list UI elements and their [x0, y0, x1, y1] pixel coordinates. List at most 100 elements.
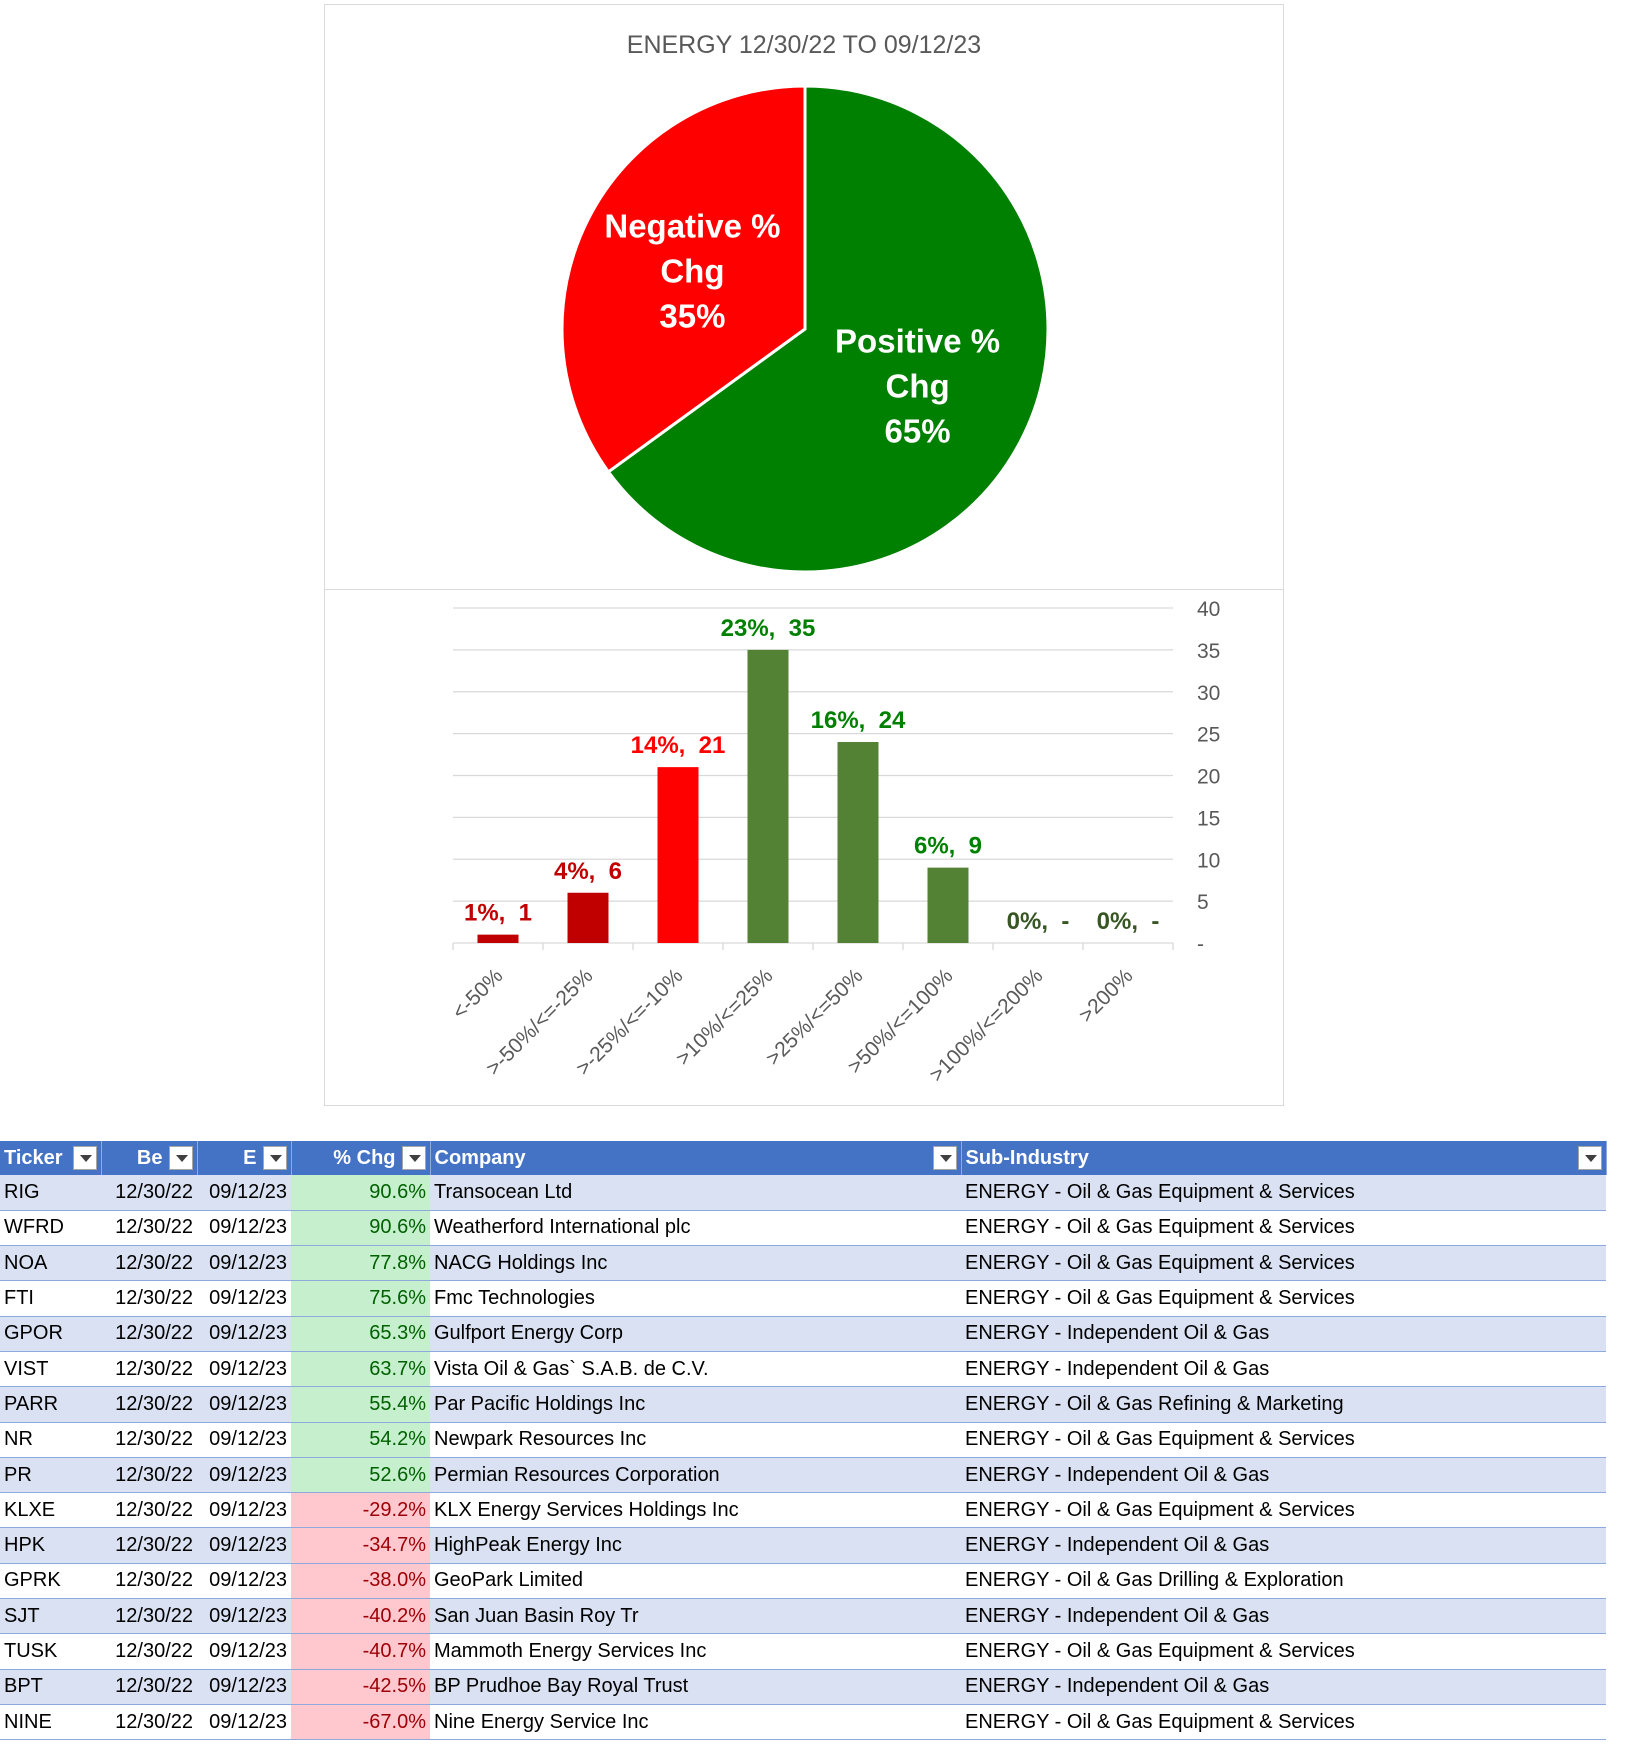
cell-end-date[interactable]: 09/12/23 [197, 1457, 291, 1494]
header-sub-industry[interactable]: Sub-Industry [961, 1141, 1607, 1175]
table-row[interactable]: SJT 12/30/22 09/12/23 -40.2% San Juan Basin … [0, 1598, 1606, 1635]
filter-dropdown-icon[interactable] [1577, 1146, 1602, 1170]
cell-sub-industry[interactable]: ENERGY - Oil & Gas Equipment & Services [961, 1422, 1606, 1458]
cell-end-date[interactable]: 09/12/23 [197, 1280, 291, 1317]
cell-begin-date[interactable]: 12/30/22 [101, 1351, 197, 1388]
cell-company[interactable]: GeoPark Limited [430, 1563, 961, 1600]
table-row[interactable]: BPT 12/30/22 09/12/23 -42.5% BP Prudhoe Bay … [0, 1669, 1606, 1705]
header-pct-chg[interactable]: % Chg [291, 1141, 431, 1175]
cell-pct-chg[interactable]: 54.2% [291, 1422, 430, 1458]
cell-company[interactable]: San Juan Basin Roy Tr [430, 1598, 961, 1635]
cell-sub-industry[interactable]: ENERGY - Oil & Gas Equipment & Services [961, 1633, 1606, 1670]
table-row[interactable]: GPOR 12/30/22 09/12/23 65.3% Gulfport Energy… [0, 1316, 1606, 1352]
filter-dropdown-icon[interactable] [262, 1146, 287, 1170]
header-end[interactable]: E [197, 1141, 292, 1175]
cell-pct-chg[interactable]: 90.6% [291, 1175, 430, 1211]
cell-sub-industry[interactable]: ENERGY - Oil & Gas Equipment & Services [961, 1492, 1606, 1529]
cell-company[interactable]: NACG Holdings Inc [430, 1245, 961, 1282]
cell-end-date[interactable]: 09/12/23 [197, 1527, 291, 1564]
cell-ticker[interactable]: VIST [0, 1351, 101, 1388]
cell-company[interactable]: Newpark Resources Inc [430, 1422, 961, 1458]
cell-end-date[interactable]: 09/12/23 [197, 1316, 291, 1352]
cell-begin-date[interactable]: 12/30/22 [101, 1563, 197, 1600]
cell-pct-chg[interactable]: 77.8% [291, 1245, 430, 1282]
header-begin[interactable]: Be [101, 1141, 198, 1175]
cell-end-date[interactable]: 09/12/23 [197, 1245, 291, 1282]
cell-sub-industry[interactable]: ENERGY - Oil & Gas Equipment & Services [961, 1280, 1606, 1317]
cell-sub-industry[interactable]: ENERGY - Oil & Gas Refining & Marketing [961, 1386, 1606, 1423]
cell-sub-industry[interactable]: ENERGY - Oil & Gas Drilling & Exploratio… [961, 1563, 1606, 1600]
cell-pct-chg[interactable]: 52.6% [291, 1457, 430, 1494]
cell-sub-industry[interactable]: ENERGY - Oil & Gas Equipment & Services [961, 1245, 1606, 1282]
cell-pct-chg[interactable]: 63.7% [291, 1351, 430, 1388]
filter-dropdown-icon[interactable] [168, 1146, 193, 1170]
cell-pct-chg[interactable]: -38.0% [291, 1563, 430, 1600]
header-ticker[interactable]: Ticker [0, 1141, 102, 1175]
cell-company[interactable]: KLX Energy Services Holdings Inc [430, 1492, 961, 1529]
cell-end-date[interactable]: 09/12/23 [197, 1351, 291, 1388]
table-row[interactable]: TUSK 12/30/22 09/12/23 -40.7% Mammoth Energy… [0, 1633, 1606, 1670]
cell-pct-chg[interactable]: -40.7% [291, 1633, 430, 1670]
cell-ticker[interactable]: RIG [0, 1175, 101, 1211]
cell-begin-date[interactable]: 12/30/22 [101, 1669, 197, 1705]
cell-sub-industry[interactable]: ENERGY - Independent Oil & Gas [961, 1527, 1606, 1564]
cell-company[interactable]: Gulfport Energy Corp [430, 1316, 961, 1352]
table-row[interactable]: NINE 12/30/22 09/12/23 -67.0% Nine Energy Se… [0, 1704, 1606, 1741]
cell-company[interactable]: Permian Resources Corporation [430, 1457, 961, 1494]
cell-begin-date[interactable]: 12/30/22 [101, 1704, 197, 1741]
cell-pct-chg[interactable]: -29.2% [291, 1492, 430, 1529]
cell-begin-date[interactable]: 12/30/22 [101, 1598, 197, 1635]
cell-end-date[interactable]: 09/12/23 [197, 1175, 291, 1211]
cell-ticker[interactable]: GPRK [0, 1563, 101, 1600]
header-company[interactable]: Company [430, 1141, 962, 1175]
cell-begin-date[interactable]: 12/30/22 [101, 1175, 197, 1211]
cell-pct-chg[interactable]: -42.5% [291, 1669, 430, 1705]
cell-pct-chg[interactable]: -67.0% [291, 1704, 430, 1741]
cell-company[interactable]: Transocean Ltd [430, 1175, 961, 1211]
cell-sub-industry[interactable]: ENERGY - Independent Oil & Gas [961, 1598, 1606, 1635]
cell-pct-chg[interactable]: -40.2% [291, 1598, 430, 1635]
table-row[interactable]: HPK 12/30/22 09/12/23 -34.7% HighPeak Energy… [0, 1527, 1606, 1564]
cell-begin-date[interactable]: 12/30/22 [101, 1245, 197, 1282]
table-row[interactable]: NOA 12/30/22 09/12/23 77.8% NACG Holdings In… [0, 1245, 1606, 1282]
cell-company[interactable]: Mammoth Energy Services Inc [430, 1633, 961, 1670]
cell-sub-industry[interactable]: ENERGY - Independent Oil & Gas [961, 1669, 1606, 1705]
cell-end-date[interactable]: 09/12/23 [197, 1669, 291, 1705]
cell-begin-date[interactable]: 12/30/22 [101, 1527, 197, 1564]
cell-begin-date[interactable]: 12/30/22 [101, 1422, 197, 1458]
filter-dropdown-icon[interactable] [72, 1146, 97, 1170]
cell-company[interactable]: Par Pacific Holdings Inc [430, 1386, 961, 1423]
table-row[interactable]: KLXE 12/30/22 09/12/23 -29.2% KLX Energy Ser… [0, 1492, 1606, 1529]
cell-ticker[interactable]: WFRD [0, 1210, 101, 1247]
table-row[interactable]: FTI 12/30/22 09/12/23 75.6% Fmc Technologies… [0, 1280, 1606, 1317]
cell-end-date[interactable]: 09/12/23 [197, 1210, 291, 1247]
table-row[interactable]: GPRK 12/30/22 09/12/23 -38.0% GeoPark Limite… [0, 1563, 1606, 1600]
cell-ticker[interactable]: NR [0, 1422, 101, 1458]
cell-ticker[interactable]: GPOR [0, 1316, 101, 1352]
table-row[interactable]: PR 12/30/22 09/12/23 52.6% Permian Resources… [0, 1457, 1606, 1494]
cell-sub-industry[interactable]: ENERGY - Independent Oil & Gas [961, 1457, 1606, 1494]
cell-pct-chg[interactable]: 65.3% [291, 1316, 430, 1352]
filter-dropdown-icon[interactable] [932, 1146, 957, 1170]
table-row[interactable]: VIST 12/30/22 09/12/23 63.7% Vista Oil & Gas… [0, 1351, 1606, 1388]
cell-ticker[interactable]: NOA [0, 1245, 101, 1282]
cell-begin-date[interactable]: 12/30/22 [101, 1280, 197, 1317]
table-row[interactable]: WFRD 12/30/22 09/12/23 90.6% Weatherford Int… [0, 1210, 1606, 1247]
cell-company[interactable]: HighPeak Energy Inc [430, 1527, 961, 1564]
cell-end-date[interactable]: 09/12/23 [197, 1386, 291, 1423]
cell-begin-date[interactable]: 12/30/22 [101, 1210, 197, 1247]
cell-ticker[interactable]: FTI [0, 1280, 101, 1317]
cell-end-date[interactable]: 09/12/23 [197, 1598, 291, 1635]
cell-company[interactable]: Nine Energy Service Inc [430, 1704, 961, 1741]
cell-company[interactable]: BP Prudhoe Bay Royal Trust [430, 1669, 961, 1705]
table-row[interactable]: NR 12/30/22 09/12/23 54.2% Newpark Resources… [0, 1422, 1606, 1458]
cell-ticker[interactable]: TUSK [0, 1633, 101, 1670]
cell-ticker[interactable]: PR [0, 1457, 101, 1494]
cell-company[interactable]: Vista Oil & Gas` S.A.B. de C.V. [430, 1351, 961, 1388]
table-row[interactable]: PARR 12/30/22 09/12/23 55.4% Par Pacific Hol… [0, 1386, 1606, 1423]
cell-ticker[interactable]: PARR [0, 1386, 101, 1423]
cell-pct-chg[interactable]: 75.6% [291, 1280, 430, 1317]
cell-company[interactable]: Fmc Technologies [430, 1280, 961, 1317]
cell-pct-chg[interactable]: 90.6% [291, 1210, 430, 1247]
cell-sub-industry[interactable]: ENERGY - Oil & Gas Equipment & Services [961, 1704, 1606, 1741]
